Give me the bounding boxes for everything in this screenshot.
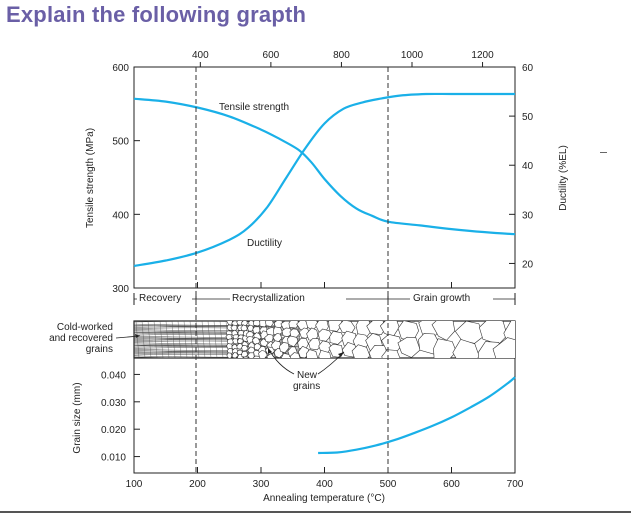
region-band: Recovery Recrystallization Grain growth [133, 291, 516, 305]
x-axis-tick-label: 400 [316, 479, 333, 490]
ductility-line [133, 92, 515, 267]
grain-axis-tick-label: 0.030 [101, 398, 126, 409]
region-recrystallization-label: Recrystallization [232, 293, 305, 304]
left-axis-tick-label: 600 [112, 63, 129, 74]
lower-axes: 0.040 0.030 0.020 0.010 100 200 300 400 500 600 70… [101, 358, 524, 490]
cold-worked-label: Cold-worked [57, 322, 113, 333]
right-axis-tick-label: 30 [522, 210, 534, 221]
x-axis-tick-label: 700 [507, 479, 524, 490]
right-axis-label: Ductility (%EL) [558, 145, 569, 211]
x-axis-tick-label: 200 [189, 479, 206, 490]
bottom-rule [0, 511, 631, 513]
top-axis-tick-label: 400 [192, 50, 209, 61]
left-axis-tick-label: 500 [112, 137, 129, 148]
grain-size-line [318, 376, 516, 455]
x-axis-label: Annealing temperature (°C) [263, 493, 385, 504]
new-grains-label-2: grains [293, 381, 320, 392]
right-axis-tick-label: 60 [522, 63, 534, 74]
edge-mark [600, 152, 607, 153]
top-axis-tick-label: 1000 [401, 50, 424, 61]
grains-label: grains [86, 344, 113, 355]
lower-plot-frame [133, 358, 516, 474]
left-axis-tick-label: 300 [112, 284, 129, 295]
recovered-label: and recovered [49, 333, 113, 344]
top-axis-tick-label: 800 [333, 50, 350, 61]
upper-axes: 400 600 800 1000 1200 300 400 500 600 20 30 40 50 60 [112, 50, 533, 295]
top-axis-tick-label: 600 [263, 50, 280, 61]
right-axis-tick-label: 50 [522, 112, 534, 123]
x-axis-tick-label: 100 [126, 479, 143, 490]
new-grains-label: New [297, 370, 318, 381]
left-axis-label: Tensile strength (MPa) [85, 128, 96, 228]
region-grain-growth-label: Grain growth [413, 293, 470, 304]
left-axis-tick-label: 400 [112, 210, 129, 221]
lower-curves [318, 376, 516, 455]
x-axis-tick-label: 600 [443, 479, 460, 490]
tensile-strength-line [133, 97, 516, 236]
grain-axis-tick-label: 0.010 [101, 453, 126, 464]
x-axis-tick-label: 500 [380, 479, 397, 490]
x-axis-tick-label: 300 [253, 479, 270, 490]
region-recovery-label: Recovery [139, 293, 181, 304]
right-axis-tick-label: 40 [522, 161, 534, 172]
grain-axis-tick-label: 0.040 [101, 370, 126, 381]
upper-curves [133, 92, 516, 267]
page-title: Explain the following grapth [6, 2, 307, 27]
ductility-label: Ductility [247, 238, 282, 249]
grain-axis-tick-label: 0.020 [101, 425, 126, 436]
right-axis-tick-label: 20 [522, 259, 534, 270]
top-axis-tick-label: 1200 [471, 50, 494, 61]
microstructure-strip: Cold-worked and recovered grains New gra… [49, 320, 516, 392]
grain-size-axis-label: Grain size (mm) [72, 382, 83, 453]
tensile-strength-label: Tensile strength [219, 102, 289, 113]
